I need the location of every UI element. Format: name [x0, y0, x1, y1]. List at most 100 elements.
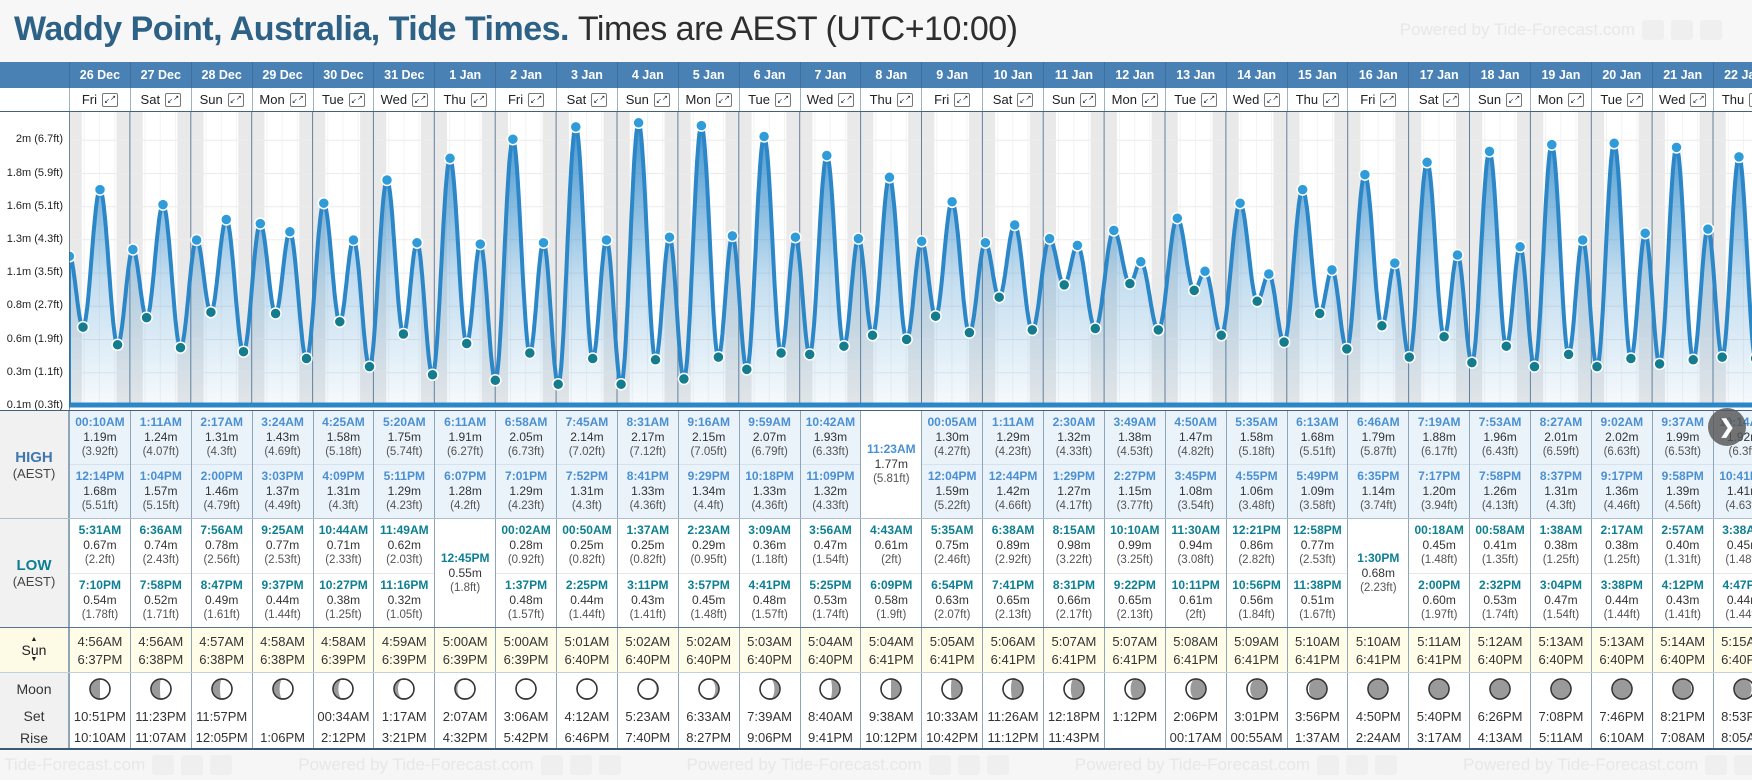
- expand-icon[interactable]: ↗↙: [1443, 92, 1460, 107]
- tide-height-ft: (1.41ft): [629, 608, 667, 621]
- sunset-time: 6:38PM: [199, 651, 245, 667]
- tide-height-ft: (4.3ft): [206, 446, 237, 458]
- tide-height-m: 0.40m: [1666, 538, 1700, 553]
- date-header-cell: 26 Dec: [69, 62, 130, 88]
- moon-phase-icon: [1611, 678, 1633, 700]
- tide-time: 6:11AM: [444, 415, 487, 429]
- sunrise-time: 4:59AM: [381, 633, 427, 649]
- next-page-button[interactable]: ❯: [1708, 408, 1746, 446]
- moon-phase-cell: [860, 673, 922, 705]
- expand-icon[interactable]: ↗↙: [1017, 92, 1034, 107]
- expand-icon[interactable]: ↗↙: [348, 92, 365, 107]
- watermark-icon: [540, 755, 563, 775]
- expand-icon[interactable]: ↗↙: [165, 92, 182, 107]
- expand-icon[interactable]: ↗↙: [1627, 92, 1644, 107]
- sunrise-time: 5:04AM: [868, 633, 914, 649]
- tide-height-ft: (5.18ft): [325, 446, 362, 458]
- tide-time: 1:11AM: [139, 415, 182, 429]
- expand-icon[interactable]: ↗↙: [838, 92, 855, 107]
- tide-height-ft: (1.84ft): [1238, 608, 1275, 621]
- tide-time: 4:25AM: [322, 415, 365, 429]
- weekday-label: Sat: [140, 92, 161, 107]
- tide-time: 1:29PM: [1052, 469, 1095, 483]
- weekday-cell: Tue ↗ ↙: [1164, 88, 1226, 111]
- expand-icon[interactable]: ↗↙: [1323, 92, 1340, 107]
- weekday-cell: Wed ↗ ↙: [1225, 88, 1287, 111]
- high-tide-cell: 9:16AM 2.15m (7.05ft) 9:29PM 1.34m (4.4ft): [677, 411, 739, 518]
- expand-icon[interactable]: ↗↙: [1201, 92, 1218, 107]
- tide-time: 00:58AM: [1475, 523, 1525, 538]
- expand-icon[interactable]: ↗↙: [591, 92, 608, 107]
- tide-entry: 8:41PM 1.33m (4.36ft): [617, 464, 678, 518]
- tide-height-m: 0.77m: [265, 538, 300, 553]
- expand-icon[interactable]: ↗↙: [528, 92, 545, 107]
- expand-icon[interactable]: ↗↙: [954, 92, 971, 107]
- moon-phase-cell: [69, 673, 130, 705]
- weekday-cell: Thu↗↙: [1712, 88, 1752, 111]
- tide-entry: 8:15AM 0.98m (3.22ft): [1044, 519, 1104, 573]
- tide-time: 7:58PM: [1479, 469, 1522, 483]
- tide-height-m: 1.91m: [448, 430, 482, 444]
- tide-entry: 4:43AM 0.61m (2ft): [861, 519, 921, 573]
- moonset-cell: 11:26AM: [982, 705, 1043, 727]
- tide-height-m: 0.47m: [813, 538, 848, 553]
- tide-time: 2:00PM: [200, 469, 243, 483]
- date-header-cell: 6 Jan: [738, 62, 800, 88]
- tide-entry: 2:32PM 0.53m (1.74ft): [1470, 572, 1530, 628]
- date-header-cell: 22 Jan: [1712, 62, 1752, 88]
- expand-icon[interactable]: ↗↙: [1380, 92, 1397, 107]
- tide-height-m: 1.27m: [1057, 484, 1091, 498]
- expand-icon[interactable]: ↗↙: [775, 92, 792, 107]
- low-tide-cell: 1:37AM 0.25m (0.82ft) 3:11PM 0.43m (1.41ft): [616, 519, 678, 627]
- tide-time: 10:27PM: [319, 577, 368, 592]
- weekday-cell: Mon ↗ ↙: [1103, 88, 1165, 111]
- tide-height-ft: (4.27ft): [933, 446, 971, 458]
- expand-icon[interactable]: ↗↙: [412, 92, 429, 107]
- expand-icon[interactable]: ↗↙: [1080, 92, 1096, 107]
- tide-time: 7:10PM: [78, 577, 121, 592]
- moon-phase-cell: [1469, 673, 1530, 705]
- sun-times-cell: 5:12AM 6:40PM: [1469, 628, 1530, 672]
- tide-time: 5:11PM: [383, 469, 425, 483]
- expand-icon[interactable]: ↗↙: [1141, 92, 1158, 107]
- tide-entry: 00:05AM 1.30m (4.27ft): [922, 411, 982, 464]
- expand-icon[interactable]: ↗↙: [227, 92, 244, 107]
- expand-icon[interactable]: ↗↙: [653, 92, 670, 107]
- moonrise-cell: 5:11AM: [1530, 727, 1591, 748]
- weekday-label: Thu: [443, 92, 466, 107]
- expand-icon[interactable]: ↗↙: [1690, 92, 1707, 107]
- tide-height-ft: (1.44ft): [1603, 608, 1641, 621]
- low-tide-cell: 1:30PM 0.68m (2.23ft): [1347, 519, 1409, 627]
- moon-phase-cell: [1043, 673, 1104, 705]
- low-tide-cell: 6:36AM 0.74m (2.43ft) 7:58PM 0.52m (1.71ft): [129, 519, 191, 627]
- expand-icon[interactable]: ↗↙: [1506, 92, 1523, 107]
- expand-icon[interactable]: ↗↙: [1264, 92, 1281, 107]
- sunrise-time: 5:02AM: [625, 633, 671, 649]
- moonrise-cell: 9:41PM: [799, 727, 861, 748]
- expand-icon[interactable]: ↗↙: [102, 92, 119, 107]
- tide-height-m: 1.26m: [1483, 484, 1517, 498]
- expand-icon[interactable]: ↗↙: [715, 92, 732, 107]
- moonrise-cell: 1:37AM: [1286, 727, 1348, 748]
- tide-height-ft: (2.03ft): [386, 554, 423, 567]
- moon-phase-icon: [1245, 678, 1268, 700]
- tide-entry: 10:27PM 0.38m (1.25ft): [313, 572, 374, 628]
- sunrise-time: 5:00AM: [503, 633, 549, 649]
- sunrise-time: 5:10AM: [1295, 633, 1340, 649]
- expand-icon[interactable]: ↗↙: [897, 92, 914, 107]
- weekday-cell: Sat ↗ ↙: [556, 88, 617, 111]
- expand-icon[interactable]: ↗↙: [289, 92, 306, 107]
- expand-icon[interactable]: ↗↙: [470, 92, 487, 107]
- weekday-label: Wed: [1658, 92, 1686, 107]
- tide-entry: 2:00PM 0.60m (1.97ft): [1409, 572, 1470, 628]
- tide-entry: 4:12PM 0.43m (1.41ft): [1652, 572, 1713, 628]
- moonrise-cell: [1103, 727, 1165, 748]
- moon-phase-icon: [1732, 678, 1752, 700]
- tide-height-m: 0.55m: [448, 565, 482, 580]
- tide-time: 5:35AM: [1235, 415, 1278, 429]
- tide-height-ft: (3.08ft): [1177, 554, 1214, 567]
- tide-height-m: 0.25m: [570, 538, 604, 553]
- date-header-cell: 29 Dec: [251, 62, 313, 88]
- expand-icon[interactable]: ↗↙: [1568, 92, 1585, 107]
- tide-entry: 1:04PM 1.57m (5.15ft): [130, 464, 191, 518]
